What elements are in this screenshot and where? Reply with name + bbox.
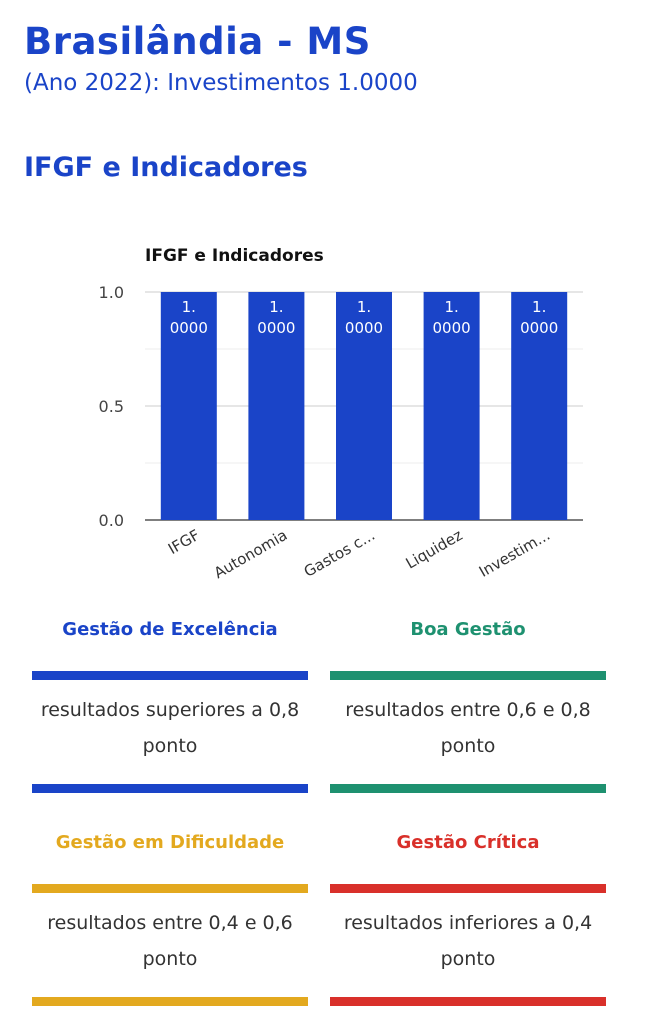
section-title: IFGF e Indicadores (24, 152, 308, 183)
legend-excelencia-label: Gestão de Excelência (62, 619, 278, 640)
bar-value-label: 0000 (433, 319, 471, 337)
bar-value-label: 0000 (520, 319, 558, 337)
bar-value-label: 0000 (257, 319, 295, 337)
x-tick-label: Investim... (476, 526, 553, 581)
chart-title: IFGF e Indicadores (145, 246, 324, 266)
legend-boa-gestao: Boa Gestão resultados entre 0,6 e 0,8 po… (330, 605, 606, 793)
legend-boa-gestao-label: Boa Gestão (410, 619, 526, 640)
legend-boa-gestao-description: resultados entre 0,6 e 0,8 ponto (345, 699, 591, 757)
legend-excelencia-top-bar (32, 671, 308, 680)
legend-critica: Gestão Crítica resultados inferiores a 0… (330, 818, 606, 1006)
legend-critica-top-bar (330, 884, 606, 893)
bar-chart: IFGF e Indicadores 0.0 0.5 1.0 1. 0000 IFGF 1. 0… (99, 246, 583, 582)
legend-dificuldade-label: Gestão em Dificuldade (55, 832, 285, 853)
y-tick-label: 0.5 (99, 397, 124, 416)
bar-value-label: 1. (182, 298, 196, 316)
legend-excelencia: Gestão de Excelência resultados superior… (32, 605, 308, 793)
bar-value-label: 0000 (170, 319, 208, 337)
y-tick-label: 1.0 (99, 283, 124, 302)
page-subtitle: (Ano 2022): Investimentos 1.0000 (24, 70, 418, 96)
bar-value-label: 1. (444, 298, 458, 316)
bar (160, 292, 217, 520)
bar (511, 292, 568, 520)
bar (248, 292, 305, 520)
legend-critica-bottom-bar (330, 997, 606, 1006)
x-tick-label: Gastos c... (301, 526, 378, 581)
bar-value-label: 0000 (345, 319, 383, 337)
legend-boa-gestao-top-bar (330, 671, 606, 680)
legend-dificuldade-description: resultados entre 0,4 e 0,6 ponto (47, 912, 293, 970)
bar (336, 292, 392, 520)
page-title: Brasilândia - MS (24, 20, 371, 63)
bar-value-label: 1. (269, 298, 283, 316)
bar (423, 292, 480, 520)
x-tick-label: Autonomia (211, 526, 291, 582)
legend-dificuldade-top-bar (32, 884, 308, 893)
legend-critica-description: resultados inferiores a 0,4 ponto (343, 912, 593, 970)
bar-value-label: 1. (357, 298, 371, 316)
legend-dificuldade: Gestão em Dificuldade resultados entre 0… (32, 818, 308, 1006)
x-tick-label: Liquidez (403, 526, 466, 573)
bar-value-label: 1. (532, 298, 546, 316)
legend-excelencia-bottom-bar (32, 784, 308, 793)
legend-critica-label: Gestão Crítica (396, 832, 540, 853)
legend-boa-gestao-bottom-bar (330, 784, 606, 793)
x-tick-label: IFGF (165, 526, 203, 558)
legend-dificuldade-bottom-bar (32, 997, 308, 1006)
legend-excelencia-description: resultados superiores a 0,8 ponto (40, 699, 300, 757)
y-tick-label: 0.0 (99, 511, 124, 530)
